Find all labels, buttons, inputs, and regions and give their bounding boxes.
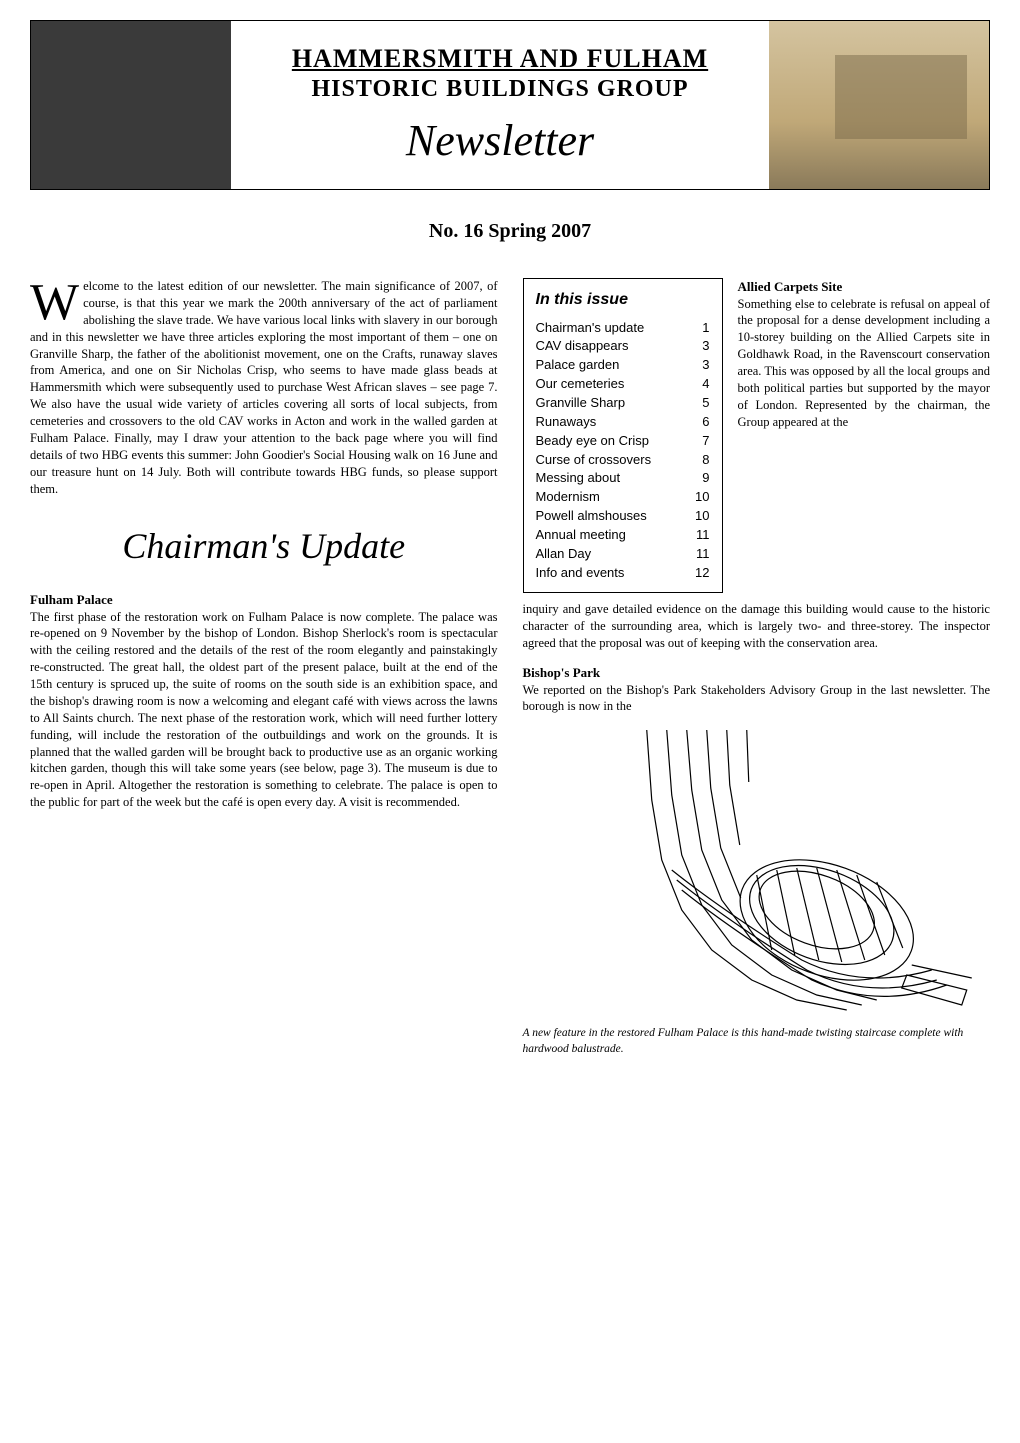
- masthead-subtitle: HISTORIC BUILDINGS GROUP: [241, 76, 759, 103]
- masthead: HAMMERSMITH AND FULHAM HISTORIC BUILDING…: [30, 20, 990, 190]
- toc-row: Annual meeting 11: [536, 526, 710, 545]
- toc-page: 3: [702, 337, 709, 356]
- toc-label: Powell almshouses: [536, 507, 647, 526]
- masthead-newsletter: Newsletter: [241, 115, 759, 166]
- toc-page: 11: [696, 545, 710, 564]
- toc-label: Allan Day: [536, 545, 592, 564]
- allied-wrap-body: Something else to celebrate is refusal o…: [738, 297, 991, 429]
- toc-page: 10: [695, 507, 709, 526]
- welcome-body: elcome to the latest edition of our news…: [30, 279, 498, 496]
- toc-label: Granville Sharp: [536, 394, 626, 413]
- toc-label: Runaways: [536, 413, 597, 432]
- masthead-photo-left: [31, 21, 231, 189]
- toc-row: Our cemeteries 4: [536, 375, 710, 394]
- fulham-body: The first phase of the restoration work …: [30, 609, 498, 812]
- masthead-title: HAMMERSMITH AND FULHAM: [241, 44, 759, 74]
- toc-label: Annual meeting: [536, 526, 626, 545]
- toc-page: 9: [702, 469, 709, 488]
- toc-page: 3: [702, 356, 709, 375]
- content-columns: W elcome to the latest edition of our ne…: [30, 278, 990, 1057]
- toc-row: CAV disappears 3: [536, 337, 710, 356]
- masthead-photo-right: [769, 21, 989, 189]
- toc-page: 7: [702, 432, 709, 451]
- welcome-paragraph: W elcome to the latest edition of our ne…: [30, 278, 498, 497]
- toc-label: Modernism: [536, 488, 600, 507]
- dropcap: W: [30, 278, 83, 325]
- toc-row: Palace garden 3: [536, 356, 710, 375]
- toc-page: 8: [702, 451, 709, 470]
- toc-row: Powell almshouses 10: [536, 507, 710, 526]
- toc-label: Info and events: [536, 564, 625, 583]
- toc-row: Chairman's update 1: [536, 319, 710, 338]
- toc-page: 4: [702, 375, 709, 394]
- toc-label: Messing about: [536, 469, 621, 488]
- toc-label: Chairman's update: [536, 319, 645, 338]
- issue-number: No. 16 Spring 2007: [30, 220, 990, 243]
- allied-after-body: inquiry and gave detailed evidence on th…: [523, 601, 991, 652]
- illustration-caption: A new feature in the restored Fulham Pal…: [523, 1026, 991, 1057]
- toc-label: Palace garden: [536, 356, 620, 375]
- staircase-illustration: [523, 720, 991, 1020]
- bishops-body: We reported on the Bishop's Park Stakeho…: [523, 682, 991, 716]
- staircase-svg: [523, 720, 991, 1020]
- toc-row: Runaways 6: [536, 413, 710, 432]
- toc-row: Allan Day 11: [536, 545, 710, 564]
- toc-row: Modernism 10: [536, 488, 710, 507]
- toc-page: 11: [696, 526, 710, 545]
- masthead-center: HAMMERSMITH AND FULHAM HISTORIC BUILDING…: [231, 34, 769, 176]
- toc-row: Beady eye on Crisp 7: [536, 432, 710, 451]
- toc-page: 5: [702, 394, 709, 413]
- toc-row: Info and events 12: [536, 564, 710, 583]
- chairman-heading: Chairman's Update: [30, 522, 498, 571]
- toc-page: 12: [695, 564, 709, 583]
- toc-label: Our cemeteries: [536, 375, 625, 394]
- bishops-heading: Bishop's Park: [523, 664, 991, 682]
- left-column: W elcome to the latest edition of our ne…: [30, 278, 498, 1057]
- toc-label: Curse of crossovers: [536, 451, 652, 470]
- toc-row: Granville Sharp 5: [536, 394, 710, 413]
- toc-label: Beady eye on Crisp: [536, 432, 649, 451]
- toc-row: Curse of crossovers 8: [536, 451, 710, 470]
- toc-row: Messing about 9: [536, 469, 710, 488]
- toc-page: 6: [702, 413, 709, 432]
- toc-label: CAV disappears: [536, 337, 629, 356]
- right-column: In this issue Chairman's update 1 CAV dis…: [523, 278, 991, 1057]
- toc-page: 1: [702, 319, 709, 338]
- right-top-wrap: In this issue Chairman's update 1 CAV dis…: [523, 278, 991, 601]
- fulham-heading: Fulham Palace: [30, 591, 498, 609]
- toc-box: In this issue Chairman's update 1 CAV dis…: [523, 278, 723, 593]
- toc-title: In this issue: [536, 289, 710, 311]
- toc-page: 10: [695, 488, 709, 507]
